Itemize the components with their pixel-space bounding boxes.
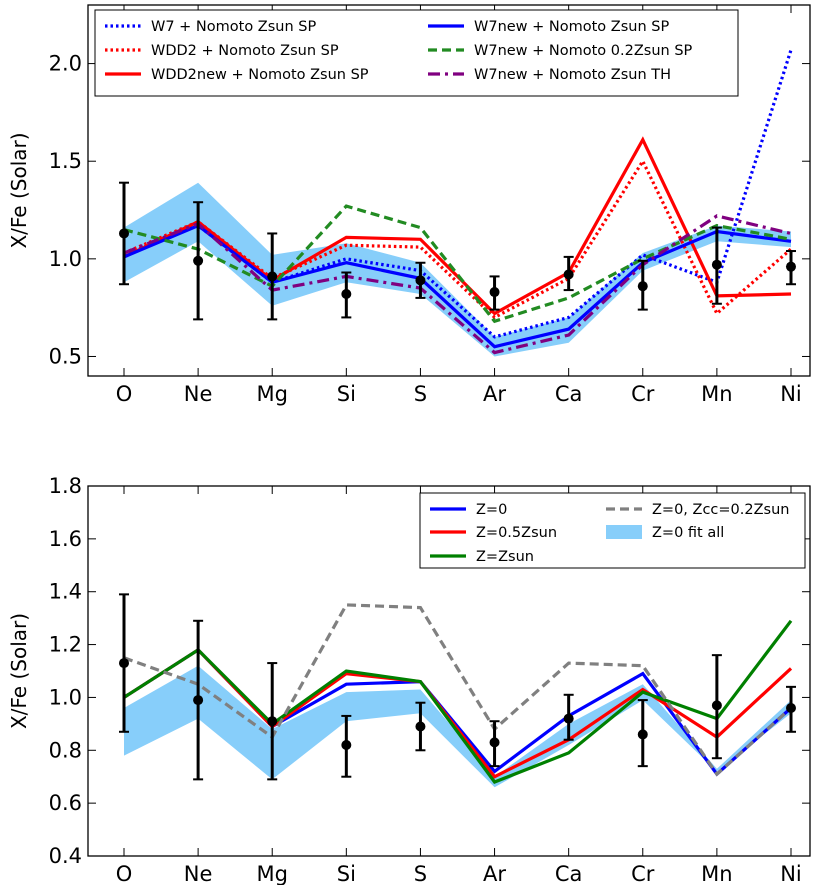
data-point [563, 713, 574, 724]
data-point [563, 269, 574, 280]
data-point [785, 703, 796, 713]
x-tick-label: S [414, 382, 427, 406]
x-tick-label: Mn [701, 382, 732, 406]
x-tick-label: O [116, 382, 133, 406]
data-point [489, 287, 500, 298]
y-tick-label: 1.6 [49, 527, 82, 551]
y-tick-label: 1.4 [49, 580, 82, 604]
data-point [415, 275, 426, 286]
data-point [119, 658, 129, 669]
axes-frame [87, 4, 811, 377]
x-tick-label: Mg [256, 862, 287, 885]
x-tick-label: Ar [483, 862, 506, 885]
data-point [267, 271, 278, 282]
legend-label: Z=0.5Zsun [476, 525, 557, 541]
fit-band [124, 665, 791, 788]
legend-label: W7new + Nomoto 0.2Zsun SP [474, 43, 693, 59]
data-point [341, 740, 352, 750]
y-tick-label: 1.5 [49, 149, 82, 173]
series-line-4 [123, 223, 792, 349]
y-tick-label: 0.6 [49, 791, 82, 815]
legend-label: WDD2 + Nomoto Zsun SP [151, 43, 339, 59]
series-line-3 [123, 619, 793, 784]
y-tick-label: 1.8 [49, 474, 82, 498]
y-tick-label: 1.2 [49, 633, 82, 657]
x-tick-label: Si [337, 862, 356, 885]
series-line-5 [123, 204, 792, 324]
x-tick-label: S [414, 862, 427, 885]
x-tick-label: Si [337, 382, 356, 406]
series-line-6 [123, 214, 792, 355]
y-tick-label: 0.4 [49, 844, 82, 868]
x-tick-label: Cr [631, 862, 655, 885]
x-tick-label: Mg [256, 382, 287, 406]
x-tick-label: Ne [184, 862, 213, 885]
legend-label: W7 + Nomoto Zsun SP [151, 19, 316, 35]
bottom-panel: 0.4 0.6 0.8 1.0 1.2 1.4 1.6 1.8 O Ne Mg Si S Ar Ca Cr Mn… [7, 474, 811, 885]
legend-label: Z=0, Zcc=0.2Zsun [652, 502, 789, 518]
data-point [341, 288, 352, 299]
x-tick-label: Ni [780, 382, 802, 406]
x-tick-label: Cr [631, 382, 655, 406]
data-point [119, 228, 129, 239]
axes-frame [87, 485, 811, 857]
fit-band [124, 182, 791, 357]
data-point [711, 259, 722, 270]
y-tick-label: 2.0 [49, 52, 82, 76]
x-tick-label: Ni [780, 862, 802, 885]
x-tick-label: Ne [184, 382, 213, 406]
x-tick-label: Ca [555, 382, 583, 406]
y-tick-label: 0.5 [49, 344, 82, 368]
x-tick-label: Mn [701, 862, 732, 885]
y-tick-label: 1.0 [49, 247, 82, 271]
data-point [489, 737, 500, 748]
legend-box [94, 9, 739, 97]
x-tick-label: Ar [483, 382, 506, 406]
data-point [193, 695, 204, 706]
x-tick-label: Ca [555, 862, 583, 885]
data-point [637, 281, 648, 292]
series-line-1 [123, 49, 793, 339]
y-axis-label: X/Fe (Solar) [7, 613, 31, 729]
legend-label: Z=Zsun [476, 549, 534, 565]
legend-swatch-band [606, 525, 642, 539]
legend-label: W7new + Nomoto Zsun TH [474, 67, 671, 83]
x-tick-label: O [116, 862, 133, 885]
data-point [267, 716, 278, 727]
data-point [637, 729, 648, 740]
legend-label: W7new + Nomoto Zsun SP [474, 19, 669, 35]
y-tick-label: 0.8 [49, 738, 82, 762]
series-line-4 [123, 603, 793, 777]
legend-label: Z=0 [476, 502, 507, 518]
data-point [785, 261, 796, 272]
data-point [193, 255, 204, 266]
legend-label: WDD2new + Nomoto Zsun SP [151, 67, 369, 83]
y-tick-label: 1.0 [49, 685, 82, 709]
top-panel: 0.5 1.0 1.5 2.0 O Ne Mg Si S Ar Ca Cr Mn Ni X/Fe (Sola… [7, 4, 811, 406]
data-point [415, 721, 426, 732]
data-point [711, 700, 722, 711]
legend-label: Z=0 fit all [652, 525, 724, 541]
y-axis-label: X/Fe (Solar) [7, 132, 31, 248]
